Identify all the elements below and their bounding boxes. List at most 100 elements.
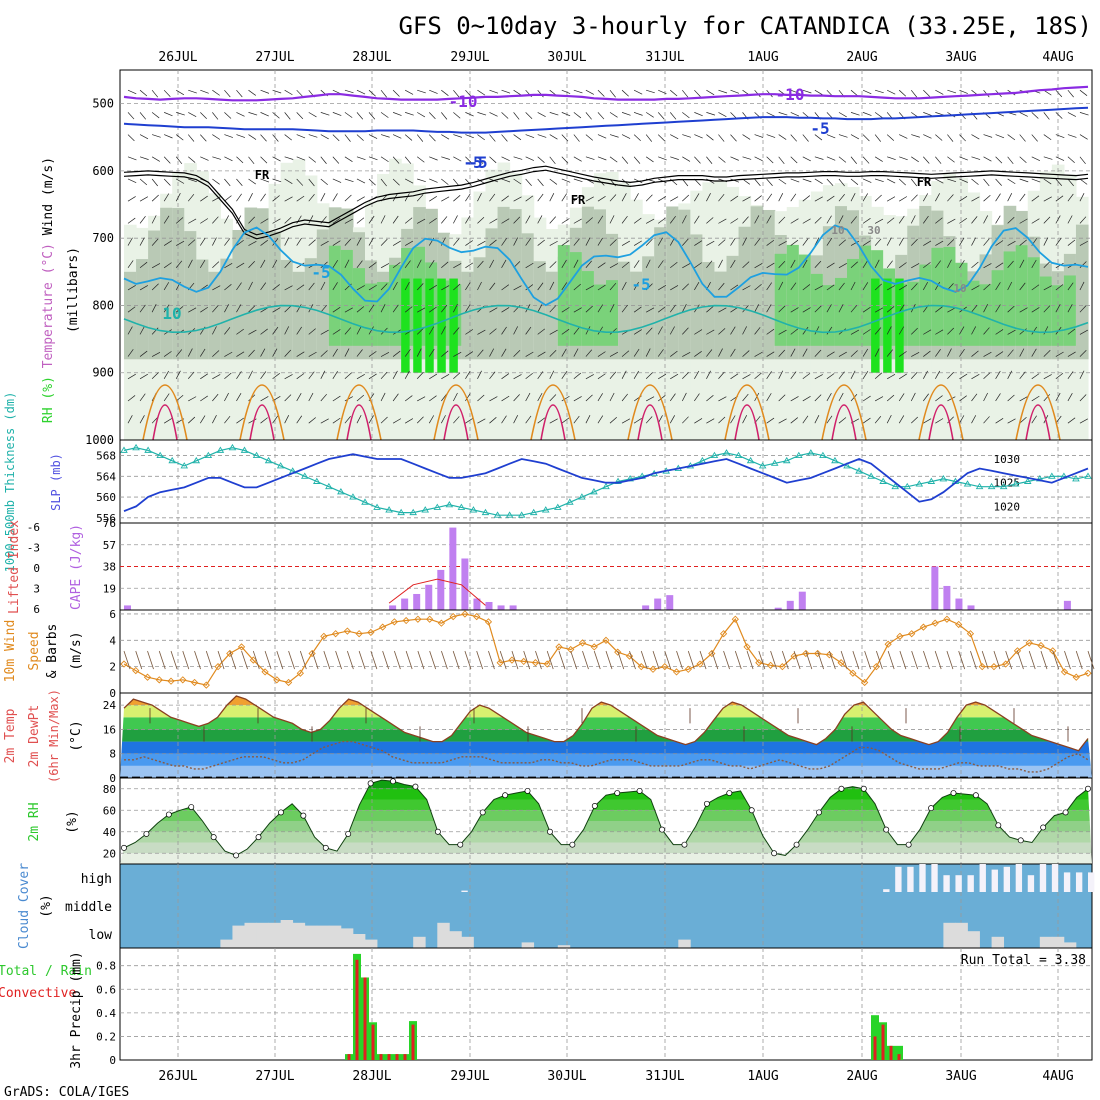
contour-hot <box>734 404 760 441</box>
cloud-high-bar <box>895 866 902 892</box>
wind-barb <box>971 350 979 357</box>
cloud-low-bar <box>268 922 282 948</box>
wind-barb <box>356 285 365 291</box>
wind-barb <box>260 396 269 402</box>
wind-barb <box>947 307 956 313</box>
wind-barb <box>392 418 402 424</box>
wind-barb <box>778 240 787 246</box>
wind-barb <box>477 112 487 116</box>
wind-barb <box>1043 285 1052 291</box>
wind-barb <box>405 112 414 116</box>
wind-speed-marker <box>402 616 410 625</box>
wind-speed-marker <box>614 648 622 656</box>
wind-barb <box>669 112 677 120</box>
thickness-marker <box>397 508 405 516</box>
wind-barb <box>742 285 751 291</box>
wind-barb <box>682 263 691 269</box>
wind-barb <box>429 395 437 402</box>
wind-barb <box>947 348 952 357</box>
precip-convective-bar <box>355 959 359 1060</box>
wind-barb <box>814 415 820 424</box>
wind-barb <box>428 415 435 424</box>
wind-speed-marker <box>1013 647 1022 655</box>
wind-barb <box>188 396 197 402</box>
wind-barb <box>429 284 438 291</box>
wind-barb <box>790 348 796 357</box>
rh-ylabel-units: (%) <box>65 810 80 833</box>
wind-barb <box>212 216 219 224</box>
rh-shade-green <box>377 281 390 346</box>
wind-barb <box>621 304 628 313</box>
rh-shade-mid <box>196 259 209 360</box>
wind-barb <box>730 326 736 335</box>
wind-barb <box>1007 394 1015 402</box>
wind-barb <box>489 371 496 379</box>
wind-barb <box>742 374 751 380</box>
wind-barb <box>1067 134 1077 138</box>
wind-barb <box>1019 396 1028 402</box>
wind-barb <box>440 326 446 335</box>
wind-barb <box>525 262 534 269</box>
wind-barb <box>838 215 844 224</box>
wind-barb <box>694 262 702 269</box>
wind-barb <box>718 282 725 291</box>
wind-barb <box>754 215 760 224</box>
rh-marker <box>502 792 509 799</box>
cape-bar <box>425 584 433 610</box>
wind-barb <box>718 112 727 117</box>
wind-speed-marker <box>284 678 293 687</box>
wind-barb <box>802 134 809 142</box>
contour-hot <box>152 404 178 441</box>
wind-barb-10m <box>640 650 648 670</box>
wind-barb <box>766 215 772 224</box>
wind-barb <box>1079 134 1088 140</box>
precip-convective-bar <box>873 1036 877 1060</box>
wind-barb <box>248 178 257 185</box>
wind-barb <box>778 305 786 313</box>
rh-marker <box>883 826 890 833</box>
rh-shade-mid <box>292 271 306 360</box>
rh-shade-mid <box>545 271 559 360</box>
wind-barb <box>537 156 545 163</box>
wind-barb <box>525 284 534 291</box>
cape-bar <box>1063 600 1071 610</box>
wind-barb <box>657 326 663 335</box>
wind-barb <box>935 370 941 379</box>
wind-barb <box>694 329 703 335</box>
wind-barb <box>742 261 750 269</box>
cape-ylabel: CAPE (J/kg) <box>69 524 84 610</box>
wind-speed-marker <box>908 630 916 638</box>
wind-speed-marker <box>179 676 187 684</box>
wind-barb <box>404 217 413 224</box>
wind-barb <box>983 178 990 187</box>
wind-barb <box>489 89 499 94</box>
wind-speed-marker <box>555 643 563 651</box>
wind-barb <box>224 351 233 357</box>
wind-barb <box>212 134 221 140</box>
wind-barb <box>1055 89 1063 98</box>
wind-barb <box>1067 89 1074 98</box>
rh-marker <box>1085 785 1091 792</box>
wind-barb <box>127 178 137 184</box>
rh-shade-green <box>365 283 378 346</box>
wind-barb <box>766 178 773 187</box>
wind-barb <box>163 240 172 246</box>
wind-barb <box>356 415 362 424</box>
date-label-top: 30JUL <box>547 50 586 65</box>
rh-shade-bright <box>437 278 446 373</box>
wind-barb <box>428 134 436 142</box>
wind-barb <box>923 240 932 246</box>
cloud-high-bar <box>979 864 986 892</box>
wind-barb <box>163 418 172 424</box>
wind-barb <box>151 238 159 246</box>
wind-tick-label: 0 <box>109 687 116 700</box>
wind-barb <box>886 285 896 291</box>
wind-barb <box>272 348 278 357</box>
pressure-tick-label: 700 <box>92 231 114 245</box>
dewpoint-line <box>124 740 1089 773</box>
wind-barb-10m <box>934 650 942 670</box>
wind-barb <box>621 89 629 97</box>
wind-barb <box>645 238 653 246</box>
wind-barb <box>706 134 714 141</box>
temp-ylabel-c: (6hr Min/Max) <box>47 689 61 783</box>
